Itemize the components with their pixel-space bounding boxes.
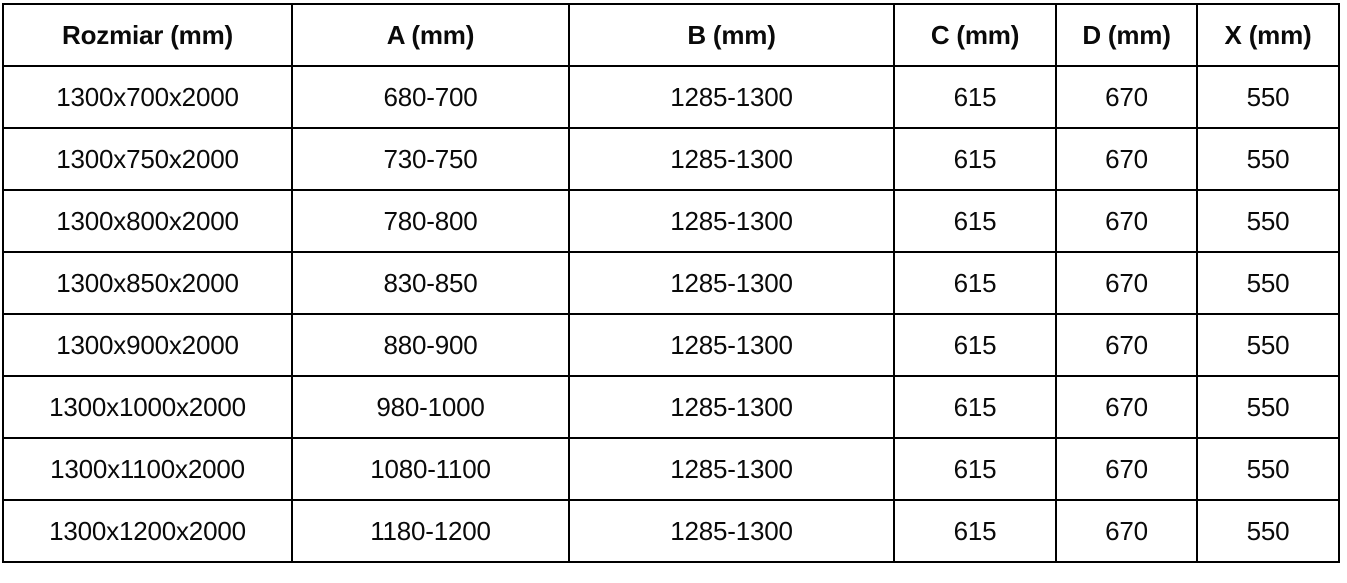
cell-size: 1300x750x2000 <box>2 127 293 191</box>
cell-x: 550 <box>1196 375 1340 439</box>
cell-b: 1285-1300 <box>568 375 895 439</box>
cell-c: 615 <box>893 65 1057 129</box>
cell-size: 1300x1000x2000 <box>2 375 293 439</box>
table-header: Rozmiar (mm) A (mm) B (mm) C (mm) D (mm)… <box>2 3 1340 67</box>
cell-a: 980-1000 <box>291 375 570 439</box>
cell-size: 1300x850x2000 <box>2 251 293 315</box>
table-body: 1300x700x2000 680-700 1285-1300 615 670 … <box>2 65 1340 563</box>
cell-c: 615 <box>893 375 1057 439</box>
cell-x: 550 <box>1196 437 1340 501</box>
cell-d: 670 <box>1055 189 1198 253</box>
cell-d: 670 <box>1055 499 1198 563</box>
cell-b: 1285-1300 <box>568 65 895 129</box>
cell-d: 670 <box>1055 251 1198 315</box>
cell-c: 615 <box>893 127 1057 191</box>
column-header-a: A (mm) <box>291 3 570 67</box>
cell-a: 880-900 <box>291 313 570 377</box>
cell-c: 615 <box>893 251 1057 315</box>
table-row: 1300x1100x2000 1080-1100 1285-1300 615 6… <box>2 437 1340 501</box>
cell-b: 1285-1300 <box>568 499 895 563</box>
cell-a: 730-750 <box>291 127 570 191</box>
cell-b: 1285-1300 <box>568 251 895 315</box>
cell-size: 1300x1200x2000 <box>2 499 293 563</box>
dimensions-table: Rozmiar (mm) A (mm) B (mm) C (mm) D (mm)… <box>2 3 1340 563</box>
cell-x: 550 <box>1196 65 1340 129</box>
cell-b: 1285-1300 <box>568 189 895 253</box>
table-row: 1300x1000x2000 980-1000 1285-1300 615 67… <box>2 375 1340 439</box>
cell-a: 1180-1200 <box>291 499 570 563</box>
column-header-b: B (mm) <box>568 3 895 67</box>
cell-x: 550 <box>1196 189 1340 253</box>
cell-a: 1080-1100 <box>291 437 570 501</box>
cell-b: 1285-1300 <box>568 313 895 377</box>
table-row: 1300x1200x2000 1180-1200 1285-1300 615 6… <box>2 499 1340 563</box>
cell-d: 670 <box>1055 127 1198 191</box>
cell-x: 550 <box>1196 127 1340 191</box>
cell-c: 615 <box>893 189 1057 253</box>
cell-d: 670 <box>1055 313 1198 377</box>
cell-x: 550 <box>1196 499 1340 563</box>
cell-d: 670 <box>1055 437 1198 501</box>
cell-b: 1285-1300 <box>568 437 895 501</box>
cell-size: 1300x700x2000 <box>2 65 293 129</box>
cell-d: 670 <box>1055 65 1198 129</box>
cell-c: 615 <box>893 437 1057 501</box>
cell-a: 830-850 <box>291 251 570 315</box>
cell-a: 780-800 <box>291 189 570 253</box>
cell-a: 680-700 <box>291 65 570 129</box>
table-row: 1300x800x2000 780-800 1285-1300 615 670 … <box>2 189 1340 253</box>
column-header-c: C (mm) <box>893 3 1057 67</box>
cell-size: 1300x1100x2000 <box>2 437 293 501</box>
table-row: 1300x900x2000 880-900 1285-1300 615 670 … <box>2 313 1340 377</box>
table-row: 1300x700x2000 680-700 1285-1300 615 670 … <box>2 65 1340 129</box>
cell-d: 670 <box>1055 375 1198 439</box>
column-header-size: Rozmiar (mm) <box>2 3 293 67</box>
cell-b: 1285-1300 <box>568 127 895 191</box>
cell-size: 1300x900x2000 <box>2 313 293 377</box>
column-header-d: D (mm) <box>1055 3 1198 67</box>
cell-size: 1300x800x2000 <box>2 189 293 253</box>
cell-c: 615 <box>893 499 1057 563</box>
column-header-x: X (mm) <box>1196 3 1340 67</box>
table-row: 1300x850x2000 830-850 1285-1300 615 670 … <box>2 251 1340 315</box>
cell-x: 550 <box>1196 313 1340 377</box>
cell-x: 550 <box>1196 251 1340 315</box>
cell-c: 615 <box>893 313 1057 377</box>
table-header-row: Rozmiar (mm) A (mm) B (mm) C (mm) D (mm)… <box>2 3 1340 67</box>
table-row: 1300x750x2000 730-750 1285-1300 615 670 … <box>2 127 1340 191</box>
dimensions-table-container: Rozmiar (mm) A (mm) B (mm) C (mm) D (mm)… <box>2 3 1340 579</box>
